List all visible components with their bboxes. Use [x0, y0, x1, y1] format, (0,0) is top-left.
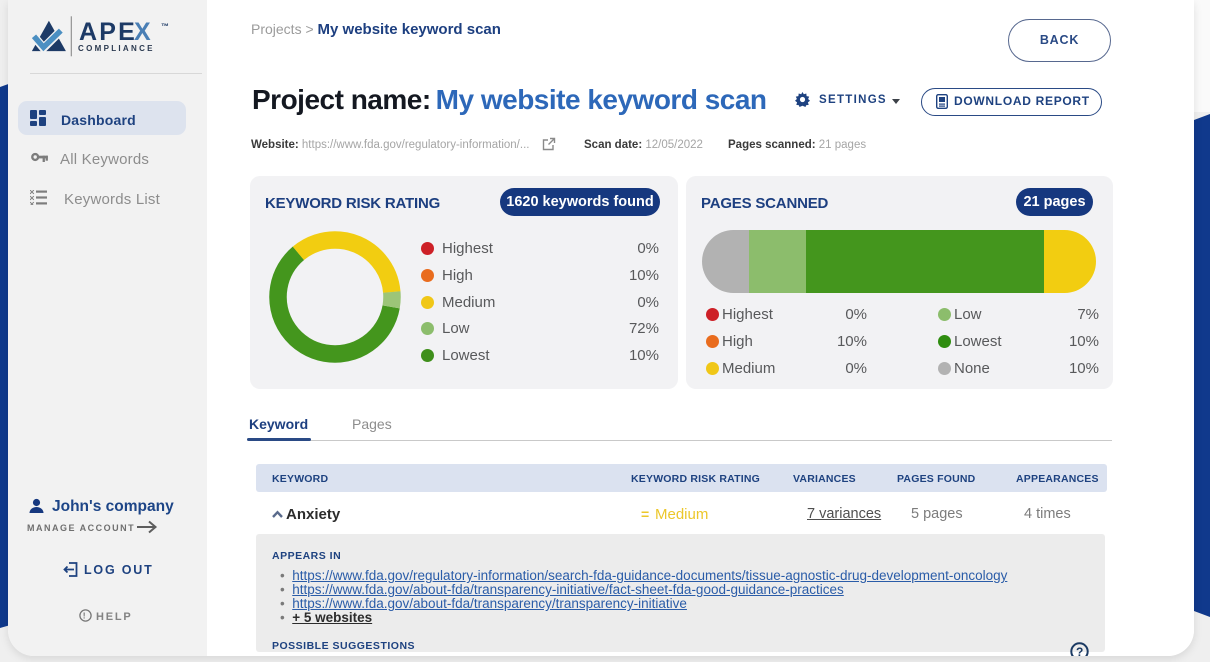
svg-text:✕: ✕: [30, 196, 35, 203]
svg-text:COMPLIANCE: COMPLIANCE: [78, 44, 155, 53]
svg-text:X: X: [134, 18, 151, 46]
svg-text:APE: APE: [79, 18, 137, 46]
svg-text:!: !: [83, 611, 86, 621]
svg-text:™: ™: [161, 22, 169, 31]
svg-text:?: ?: [1076, 645, 1083, 656]
svg-text:✕: ✕: [30, 190, 35, 197]
svg-text:✕: ✕: [30, 201, 35, 205]
